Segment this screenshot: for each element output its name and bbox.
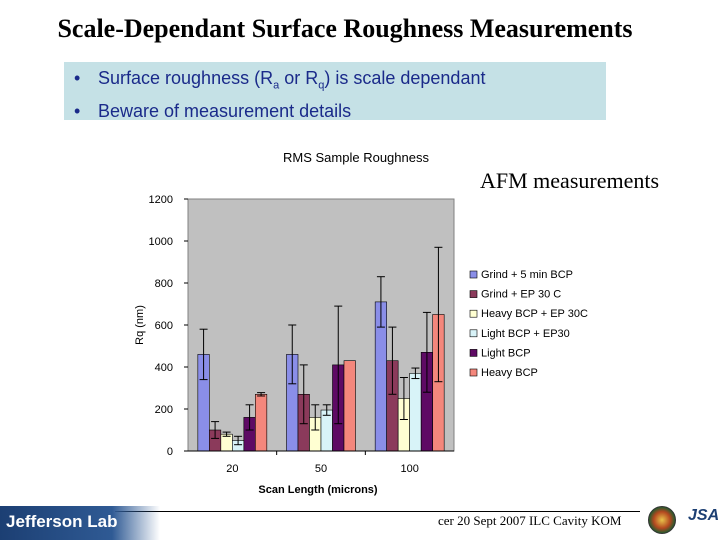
- chart-title: RMS Sample Roughness: [283, 150, 429, 165]
- x-tick-label: 50: [315, 463, 327, 475]
- y-tick-label: 600: [155, 320, 173, 332]
- bullet-box: • Surface roughness (Ra or Rq) is scale d…: [64, 62, 606, 121]
- y-tick-label: 1000: [149, 236, 173, 248]
- bullet-symbol: •: [74, 68, 81, 88]
- legend-label: Grind + 5 min BCP: [481, 269, 573, 281]
- legend-label: Heavy BCP + EP 30C: [481, 308, 588, 320]
- x-tick-label: 20: [226, 463, 238, 475]
- legend-label: Heavy BCP: [481, 367, 538, 379]
- bullet-text-mid: or R: [279, 68, 319, 88]
- bullet-text-pre: Surface roughness (R: [98, 68, 274, 88]
- bar: [255, 393, 268, 452]
- legend-swatch: [469, 309, 478, 318]
- legend-label: Light BCP + EP30: [481, 328, 570, 340]
- footer-divider: [115, 511, 640, 512]
- bullet-subscript-a: a: [273, 79, 280, 92]
- bullet-item: • Surface roughness (Ra or Rq) is scale d…: [74, 66, 606, 99]
- y-tick-label: 400: [155, 362, 173, 374]
- seal-icon: [648, 506, 676, 534]
- footer-text: cer 20 Sept 2007 ILC Cavity KOM: [438, 513, 622, 528]
- y-tick-label: 0: [167, 446, 173, 458]
- x-axis-label: Scan Length (microns): [258, 484, 378, 496]
- bullet-text-post: ) is scale dependant: [324, 68, 486, 88]
- x-tick-label: 100: [400, 463, 418, 475]
- legend-label: Grind + EP 30 C: [481, 289, 561, 301]
- bar: [320, 409, 333, 452]
- bar: [409, 372, 422, 452]
- legend-swatch: [469, 349, 478, 357]
- bullet-subscript-q: q: [318, 79, 325, 92]
- bullet-symbol: •: [74, 100, 81, 121]
- legend-swatch: [469, 368, 478, 377]
- bar: [343, 360, 356, 452]
- bullet-text: Beware of measurement details: [98, 100, 352, 121]
- afm-note: AFM measurements: [480, 168, 660, 193]
- slide-title: Scale-Dependant Surface Roughness Measur…: [57, 14, 633, 43]
- logo-text: Jefferson Lab: [6, 512, 118, 531]
- y-axis-label: Rq (nm): [134, 305, 146, 345]
- y-tick-label: 1200: [149, 194, 173, 206]
- legend-label: Light BCP: [481, 347, 531, 359]
- legend-swatch: [469, 290, 478, 298]
- jsa-logo: JSA: [688, 507, 720, 524]
- jefferson-lab-logo: Jefferson Lab: [0, 506, 160, 540]
- bullet-item: • Beware of measurement details: [74, 99, 606, 124]
- y-tick-label: 800: [155, 278, 173, 290]
- legend-swatch: [469, 270, 478, 279]
- legend-swatch: [469, 329, 478, 338]
- y-tick-label: 200: [155, 404, 173, 416]
